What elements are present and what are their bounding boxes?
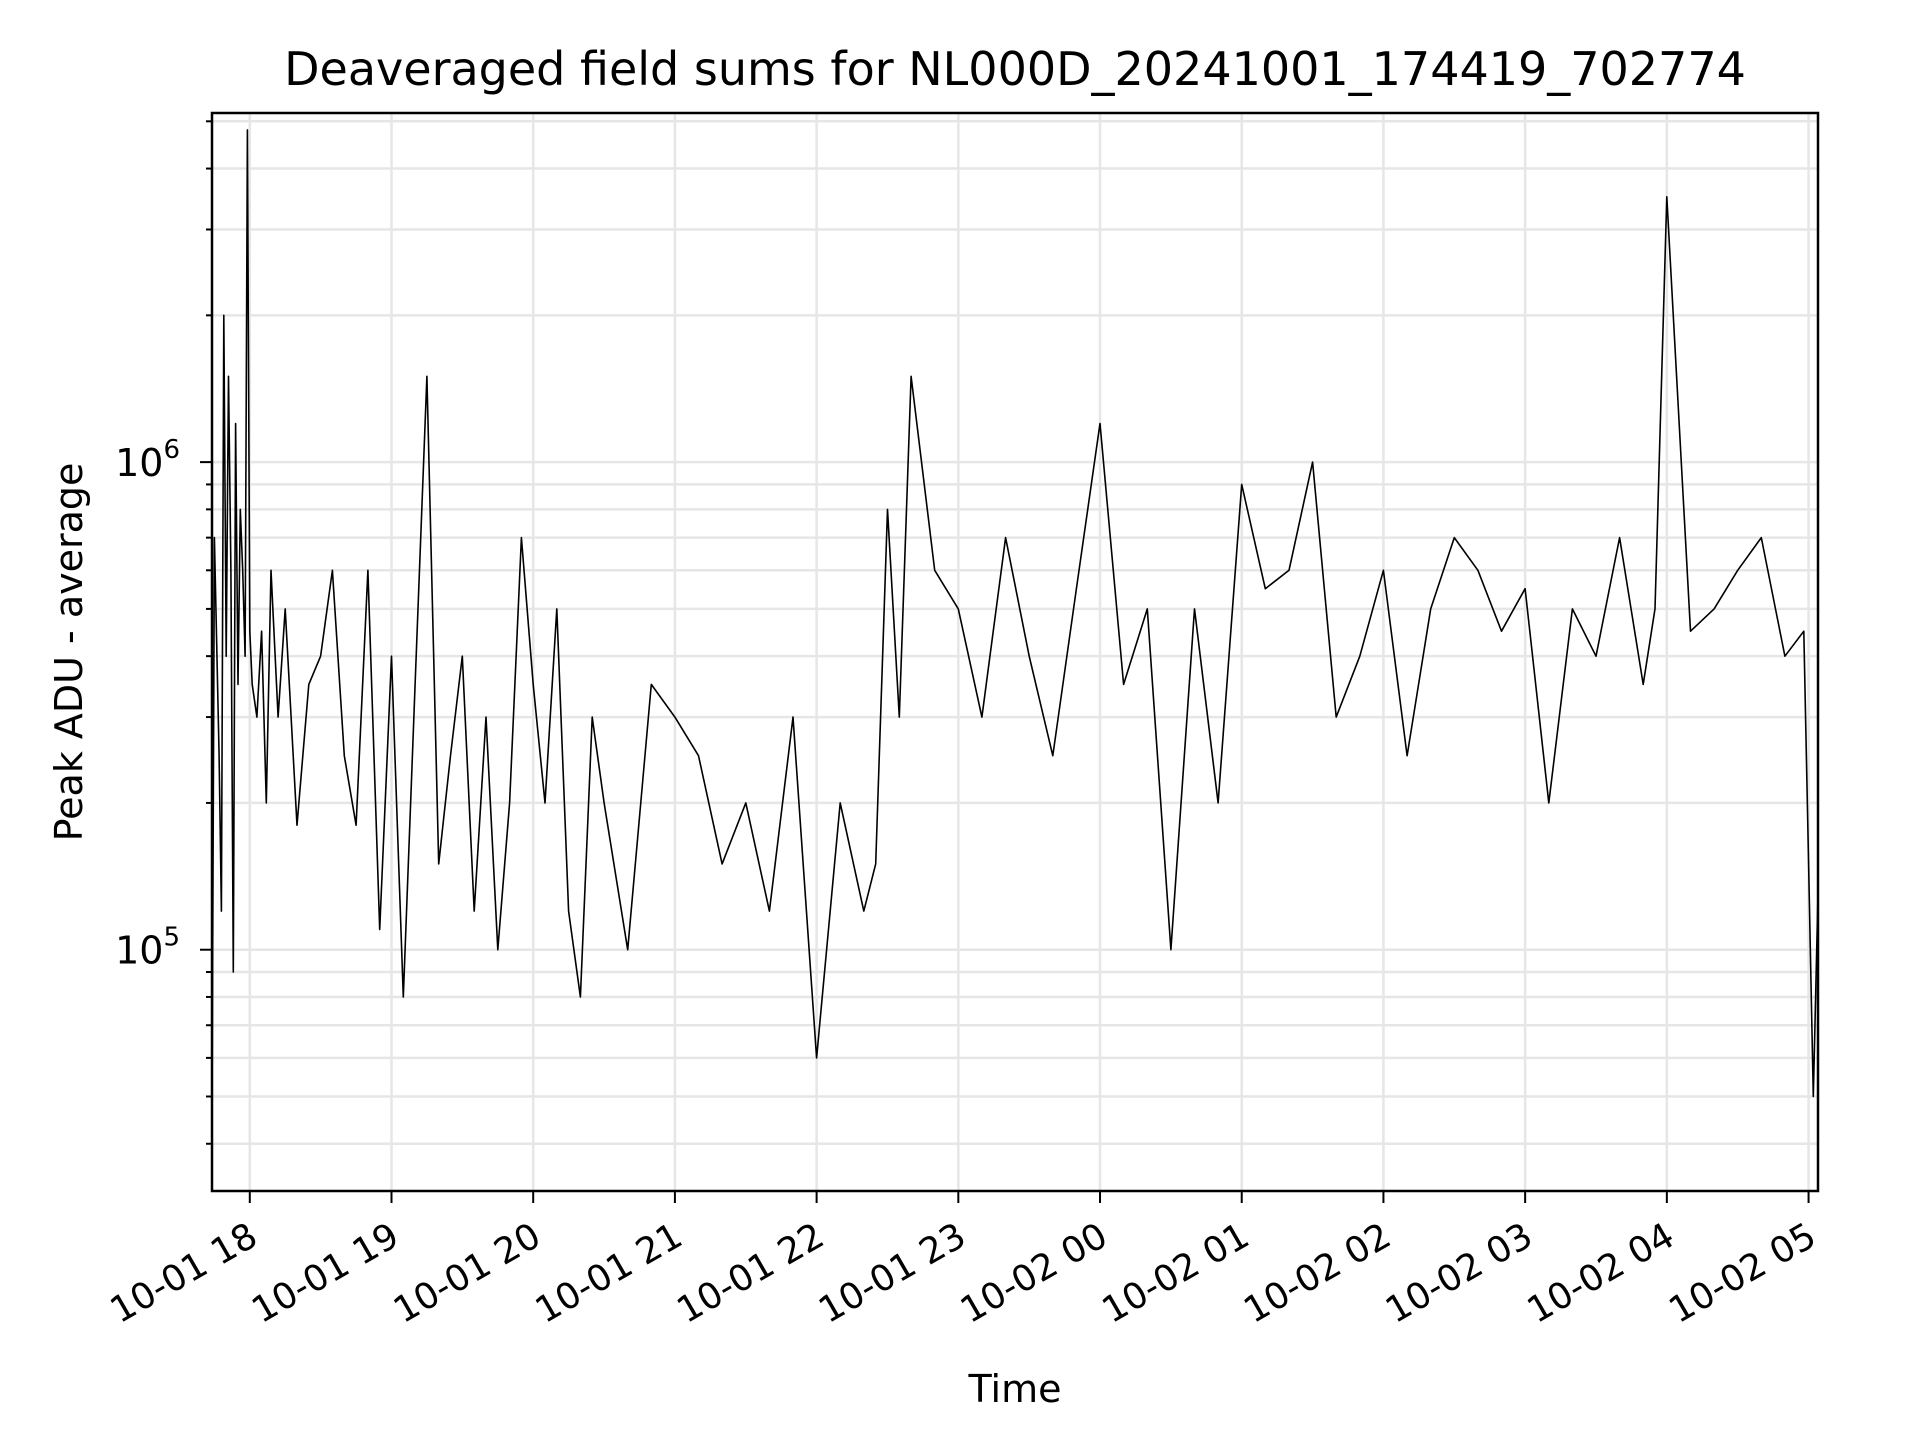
plot-area-frame: [210, 111, 1820, 1193]
y-axis: 106 105: [115, 120, 212, 1145]
series-lines: [211, 129, 1819, 1119]
y-tick-label: 105: [115, 923, 180, 973]
series-line: [211, 129, 1819, 1119]
y-axis-label: Peak ADU - average: [47, 463, 91, 842]
x-axis-label: Time: [968, 1367, 1062, 1411]
grid-lines: [212, 113, 1818, 1191]
chart-title: Deaveraged field sums for NL000D_2024100…: [284, 42, 1746, 96]
y-tick-label: 106: [115, 435, 180, 485]
